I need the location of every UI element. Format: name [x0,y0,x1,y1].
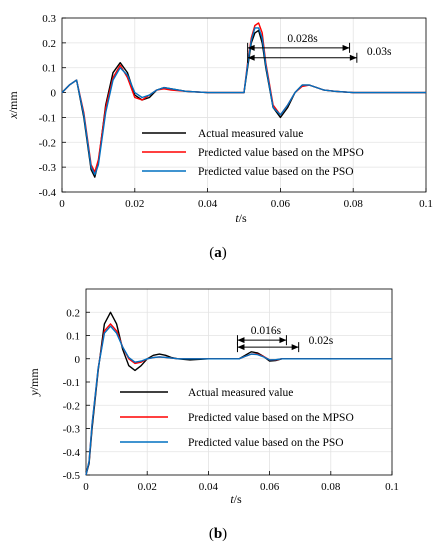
y-tick-label: 0.3 [42,13,56,25]
annotation-arrowhead-right [342,44,350,51]
chart-panel-b: 0 0.02 0.04 0.06 0.08 0.1 -0.5 -0.4 -0.3 -0.2 -0.1… [27,288,399,542]
annotation-arrowhead-right [349,54,357,61]
y-axis-label: x/mm [6,91,20,120]
annotation-label: 0.016s [251,325,282,337]
x-axis-label: t/s [230,492,242,506]
y-tick-label: -0.1 [39,112,56,124]
x-tick-label: 0.02 [125,198,144,210]
y-tick-label: -0.5 [63,470,81,482]
x-tick-label: 0.04 [198,198,218,210]
y-tick-label: -0.4 [39,187,57,199]
y-tick-label: -0.3 [39,162,57,174]
y-tick-label: 0.1 [42,63,56,75]
panel-caption: (b) [209,526,227,542]
x-tick-label: 0.06 [260,481,280,493]
x-tick-label: 0.08 [344,198,364,210]
annotation-arrowhead-left [247,44,255,51]
legend-label-1: Actual measured value [188,387,293,399]
panel-caption: (a) [209,245,227,261]
annotation-arrowhead-right [291,344,299,351]
x-tick-label: 0.04 [199,481,219,493]
x-tick-label: 0 [59,198,65,210]
y-tick-label: 0 [51,88,57,100]
x-tick-label: 0.1 [385,481,399,493]
y-tick-label: 0 [75,354,81,366]
legend-label-3: Predicted value based on the PSO [198,166,354,178]
annotation-label: 0.02s [309,335,334,347]
annotation-arrowhead-right [279,337,287,344]
annotation-arrowhead-left [237,344,245,351]
y-tick-label: -0.2 [63,400,80,412]
annotation-arrowhead-left [247,54,255,61]
y-tick-label: -0.2 [39,137,56,149]
x-tick-label: 0.06 [271,198,291,210]
series-line-3 [61,27,426,176]
legend-label-1: Actual measured value [198,128,303,140]
chart-panel-a: 0 0.02 0.04 0.06 0.08 0.1 -0.4 -0.3 -0.2 -0.1 0 0.1… [6,13,433,261]
y-tick-label: 0.2 [66,307,80,319]
y-tick-label: -0.1 [63,377,80,389]
series-line-3 [85,325,392,476]
y-tick-label: -0.3 [63,424,81,436]
x-axis-label: t/s [235,211,247,225]
y-axis-label: y/mm [27,368,41,397]
x-tick-label: 0.02 [138,481,157,493]
plot-frame [61,17,427,193]
annotation-label: 0.028s [287,33,318,45]
annotation-arrowhead-left [237,337,245,344]
x-tick-label: 0 [83,481,89,493]
legend-label-2: Predicted value based on the MPSO [198,147,364,159]
legend-label-2: Predicted value based on the MPSO [188,412,354,424]
legend-label-3: Predicted value based on the PSO [188,437,344,449]
annotation-label: 0.03s [367,46,392,58]
y-tick-label: 0.2 [42,38,56,50]
y-tick-label: -0.4 [63,447,81,459]
x-tick-label: 0.1 [419,198,433,210]
x-tick-label: 0.08 [321,481,341,493]
y-tick-label: 0.1 [66,331,80,343]
